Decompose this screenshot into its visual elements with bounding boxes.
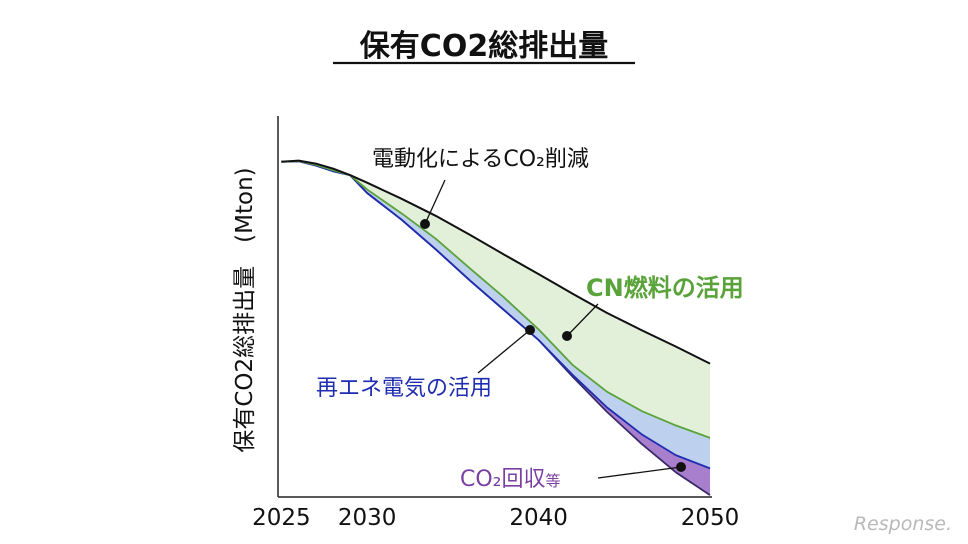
leader-electrification <box>424 179 446 225</box>
annotation-capture-main: CO₂回収 <box>460 467 546 492</box>
marker-cn-fuel <box>562 331 572 341</box>
chart-title: 保有CO2総排出量 <box>360 29 608 64</box>
series-lines <box>281 159 711 496</box>
x-tick-label: 2050 <box>681 505 740 531</box>
area-fills <box>281 160 710 496</box>
marker-capture <box>676 462 686 472</box>
area-co2-capture <box>281 161 710 496</box>
series-line-baseline <box>281 159 711 365</box>
area-renewable-electricity <box>281 161 710 469</box>
annotation-renewable: 再エネ電気の活用 <box>316 376 492 401</box>
x-tick-labels: 2025 2030 2040 2050 <box>252 505 739 531</box>
x-tick-label: 2030 <box>338 505 397 531</box>
response-watermark: Response. <box>854 513 952 535</box>
annotation-cn-fuel: CN燃料の活用 <box>586 274 744 302</box>
area-electrification-reduction <box>281 160 710 438</box>
y-axis-label: 保有CO2総排出量 (Mton) <box>232 167 258 452</box>
x-tick-label: 2025 <box>252 505 311 531</box>
marker-electrification <box>420 219 430 229</box>
annotations: 電動化によるCO₂削減 CN燃料の活用 再エネ電気の活用 CO₂回収等 <box>316 147 744 492</box>
leader-cn-fuel <box>566 303 599 337</box>
leader-renewable <box>477 329 531 374</box>
annotation-capture-suffix: 等 <box>546 472 561 490</box>
annotation-capture: CO₂回収等 <box>460 467 561 492</box>
leader-capture <box>597 466 682 479</box>
annotation-electrification: 電動化によるCO₂削減 <box>372 147 589 172</box>
x-tick-label: 2040 <box>509 505 568 531</box>
series-line-cn-fuel <box>281 160 711 439</box>
marker-renewable <box>525 325 535 335</box>
